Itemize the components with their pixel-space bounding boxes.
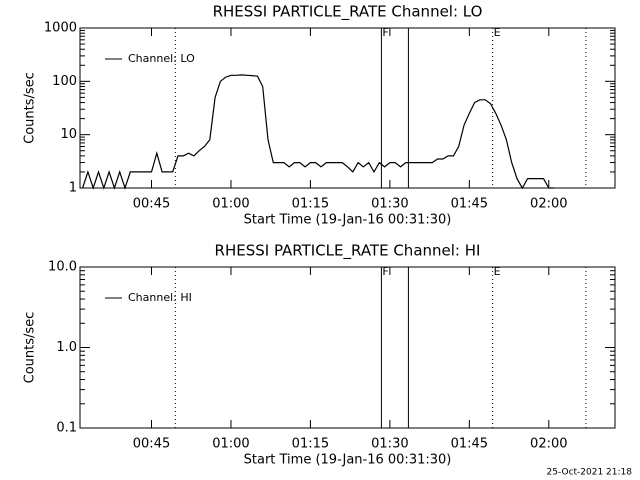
x-tick-label: 01:00 [212,197,249,212]
x-tick-label: 01:30 [371,437,408,452]
legend-label: Channel: LO [128,52,195,65]
y-tick-label: 1.0 [56,340,77,355]
chart-title: RHESSI PARTICLE_RATE Channel: HI [215,242,481,261]
x-tick-label: 00:45 [133,437,170,452]
x-tick-label: 01:45 [451,437,488,452]
marker-label: F [382,265,388,278]
y-axis-label: Counts/sec [23,72,38,144]
x-tick-label: 01:45 [451,197,488,212]
x-tick-label: 00:45 [133,197,170,212]
x-tick-label: 01:00 [212,437,249,452]
chart-title: RHESSI PARTICLE_RATE Channel: LO [213,3,483,22]
y-axis-label: Counts/sec [23,312,38,384]
x-axis-label: Start Time (19-Jan-16 00:31:30) [244,213,452,228]
x-tick-label: 01:15 [292,437,329,452]
x-tick-label: 01:15 [292,197,329,212]
marker-label: F [382,26,388,39]
y-tick-label: 1000 [44,21,77,36]
x-tick-label: 02:00 [530,437,567,452]
y-tick-label: 10 [60,127,77,142]
x-tick-label: 01:30 [371,197,408,212]
x-tick-label: 02:00 [530,197,567,212]
plot-frame [79,27,616,189]
y-tick-label: 0.1 [56,421,77,436]
data-line [82,74,555,190]
y-tick-label: 10.0 [48,260,77,275]
legend-label: Channel: HI [128,291,192,304]
marker-label: E [494,265,501,278]
marker-label: E [494,26,501,39]
y-tick-label: 100 [52,74,77,89]
y-tick-label: 1 [69,181,77,196]
x-axis-label: Start Time (19-Jan-16 00:31:30) [244,453,452,468]
timestamp: 25-Oct-2021 21:18 [547,468,633,478]
